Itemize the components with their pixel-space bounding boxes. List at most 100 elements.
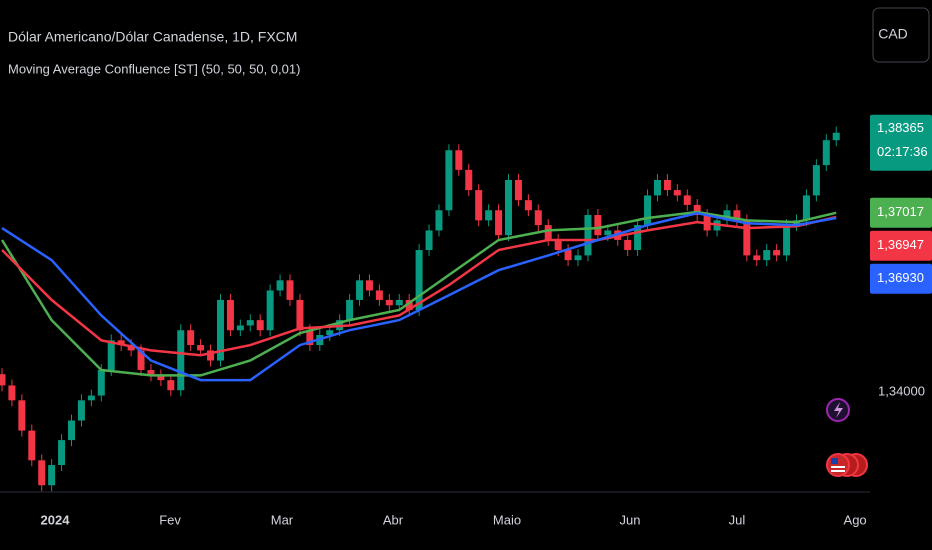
candle-body	[395, 299, 403, 306]
candle-body	[48, 465, 56, 486]
candle-body	[564, 250, 572, 261]
candle-body	[8, 385, 16, 401]
candle-body	[236, 325, 244, 331]
candle-body	[802, 195, 810, 221]
series-last-label-box	[870, 230, 932, 261]
y-tick-label: 1,34000	[878, 383, 925, 398]
moving-average-line	[1, 215, 837, 357]
candle-body	[226, 299, 234, 331]
candle-body	[604, 230, 612, 236]
candle-body	[187, 330, 195, 346]
candle-body	[296, 299, 304, 331]
last-price-label: 1,38365	[877, 120, 924, 135]
candle-body	[435, 210, 443, 231]
candle-body	[475, 190, 483, 221]
flag-canton	[831, 458, 838, 464]
candle-body	[504, 179, 512, 236]
candle-body	[624, 239, 632, 251]
candle-body	[524, 200, 532, 211]
candle-body	[634, 225, 642, 251]
x-tick-label: Fev	[159, 512, 181, 527]
candle-body	[445, 150, 453, 211]
candle-body	[733, 210, 741, 221]
candle-body	[0, 374, 6, 386]
candle-body	[246, 320, 254, 326]
candle-body	[177, 330, 185, 391]
series-last-label: 1,36947	[877, 237, 924, 252]
candle-body	[743, 220, 751, 256]
candle-body	[485, 210, 493, 221]
lightning-glyph	[834, 402, 843, 418]
series-last-label: 1,36930	[877, 270, 924, 285]
x-tick-label: Jun	[619, 512, 640, 527]
candle-body	[832, 132, 840, 141]
candle-body	[763, 250, 771, 261]
chart-title: Dólar Americano/Dólar Canadense, 1D, FXC…	[8, 29, 297, 45]
candle-body	[544, 225, 552, 240]
x-tick-label: Ago	[844, 512, 867, 527]
candle-body	[673, 190, 681, 196]
candle-body	[783, 225, 791, 256]
candle-body	[455, 150, 463, 170]
x-tick-label: Maio	[493, 512, 521, 527]
candle-body	[266, 290, 274, 331]
candle-body	[594, 215, 602, 236]
candle-body	[28, 430, 36, 461]
candle-body	[723, 210, 731, 221]
candle-body	[365, 280, 373, 291]
series-last-label: 1,37017	[877, 204, 924, 219]
candle-body	[326, 330, 334, 335]
candle-body	[415, 250, 423, 311]
candle-body	[693, 204, 701, 216]
candle-body	[97, 370, 105, 396]
x-tick-label: Mar	[271, 512, 294, 527]
last-price-label-box	[870, 114, 932, 171]
candle-body	[286, 280, 294, 300]
currency-button[interactable]	[872, 7, 930, 63]
countdown-label: 02:17:36	[877, 144, 928, 159]
candle-body	[157, 375, 165, 381]
x-tick-label: 2024	[41, 512, 71, 527]
candle-body	[574, 255, 582, 261]
candle-body	[276, 280, 284, 291]
candle-body	[127, 345, 135, 351]
candle-body	[87, 395, 95, 401]
candle-body	[514, 179, 522, 201]
candle-body	[465, 169, 473, 191]
x-tick-label: Abr	[383, 512, 404, 527]
candle-body	[822, 140, 830, 166]
candle-body	[306, 330, 314, 346]
candle-body	[385, 299, 393, 306]
indicator-title: Moving Average Confluence [ST] (50, 50, …	[8, 61, 300, 76]
x-tick-label: Jul	[729, 512, 746, 527]
candle-body	[495, 210, 503, 236]
candle-body	[753, 255, 761, 261]
candle-body	[197, 345, 205, 351]
candle-body	[216, 299, 224, 361]
candle-body	[68, 420, 76, 441]
candle-body	[147, 370, 155, 376]
candle-body	[117, 340, 125, 346]
candle-body	[207, 350, 215, 361]
currency-label: CAD	[878, 26, 908, 42]
candle-body	[375, 290, 383, 300]
candle-body	[38, 460, 46, 486]
series-last-label-box	[870, 263, 932, 294]
event-icons	[826, 398, 868, 477]
flag-icon[interactable]	[826, 453, 850, 477]
candle-body	[346, 299, 354, 321]
candle-body	[584, 215, 592, 256]
candle-body	[77, 400, 85, 421]
candle-body	[107, 340, 115, 371]
candle-body	[405, 299, 413, 311]
candle-body	[167, 380, 175, 391]
candle-body	[137, 350, 145, 371]
candle-body	[425, 230, 433, 251]
candle-body	[18, 400, 26, 431]
candle-body	[653, 179, 661, 196]
candle-body	[256, 320, 264, 331]
candle-body	[554, 239, 562, 251]
